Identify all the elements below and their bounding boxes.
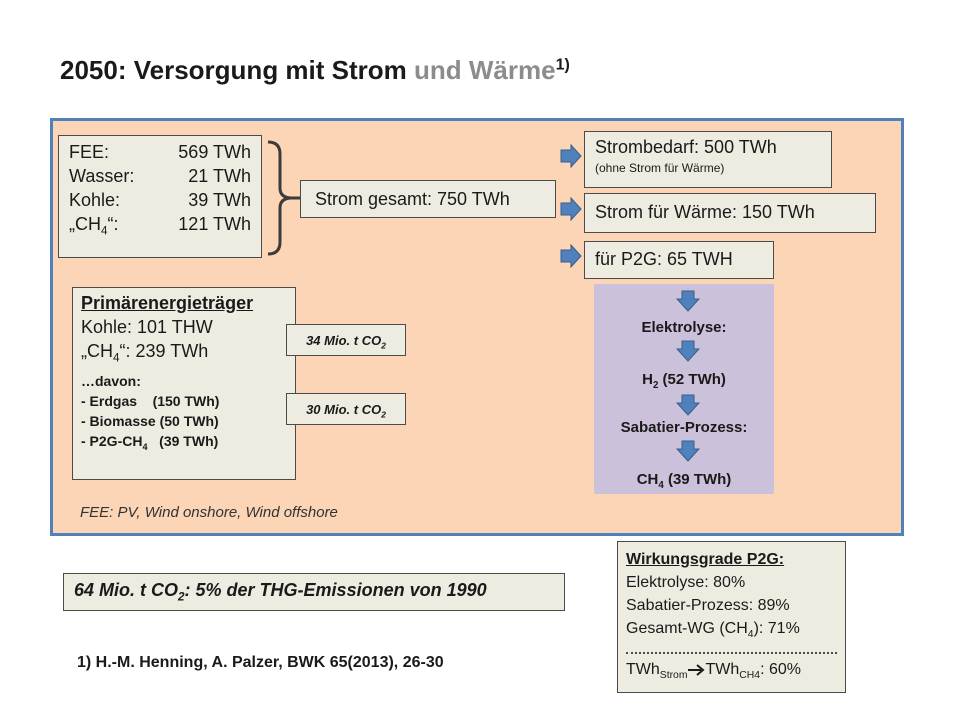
strom-waerme-box: Strom für Wärme: 150 TWh	[584, 193, 876, 233]
right-bracket-icon	[267, 140, 300, 256]
wg-ratio: TWhStrom TWhCH4: 60%	[626, 661, 801, 682]
wirkungsgrade-heading: Wirkungsgrade P2G:	[626, 551, 785, 568]
source-row-kohle: Kohle: 39 TWh	[69, 188, 251, 212]
title-light: und Wärme	[414, 55, 556, 85]
strombedarf-label: Strombedarf: 500 TWh	[595, 137, 777, 157]
slide-title: 2050: Versorgung mit Strom und Wärme1)	[60, 55, 570, 86]
source-row-ch4: „CH4“: 121 TWh	[69, 212, 251, 244]
sabatier-label: Sabatier-Prozess:	[620, 419, 748, 436]
fee-note: FEE: PV, Wind onshore, Wind offshore	[80, 504, 338, 521]
arrow-down-icon	[676, 394, 700, 416]
p2g-box: für P2G: 65 TWH	[584, 241, 774, 279]
elektrolyse-label: Elektrolyse:	[641, 319, 727, 336]
arrow-right-icon	[560, 144, 582, 168]
source-label: FEE:	[69, 142, 110, 162]
source-label: „CH4“:	[69, 214, 119, 238]
wg-gesamt: Gesamt-WG (CH4): 71%	[626, 620, 800, 641]
title-main: 2050: Versorgung mit Strom	[60, 55, 407, 85]
primaer-biomasse: - Biomasse (50 TWh)	[81, 412, 219, 429]
primaer-heading: Primärenergieträger	[81, 293, 254, 313]
sources-box: FEE: 569 TWh Wasser: 21 TWh Kohle: 39 TWh „…	[58, 135, 262, 258]
emissions-box: 64 Mio. t CO2: 5% der THG-Emissionen von…	[63, 573, 565, 611]
source-value: 569 TWh	[178, 142, 251, 162]
strombedarf-note: (ohne Strom für Wärme)	[595, 161, 725, 175]
co2-badge-erdgas: 30 Mio. t CO2	[286, 393, 406, 425]
dotted-divider	[626, 652, 837, 655]
p2g-process-panel: Elektrolyse: H2 (52 TWh) Sabatier-Prozes…	[594, 284, 774, 494]
source-row-wasser: Wasser: 21 TWh	[69, 164, 251, 188]
primaer-davon: …davon:	[81, 372, 141, 389]
arrow-right-icon	[560, 244, 582, 268]
source-label: Wasser:	[69, 166, 135, 186]
co2-badge-kohle: 34 Mio. t CO2	[286, 324, 406, 356]
arrow-right-icon	[687, 664, 705, 676]
wirkungsgrade-box: Wirkungsgrade P2G: Elektrolyse: 80% Saba…	[617, 541, 846, 693]
primaer-ch4: „CH4“: 239 TWh	[81, 341, 209, 365]
source-value: 21 TWh	[188, 166, 251, 186]
wg-sabatier: Sabatier-Prozess: 89%	[626, 597, 790, 614]
ch4-label: CH4 (39 TWh)	[636, 471, 732, 491]
title-footnote-mark: 1)	[555, 56, 570, 74]
source-value: 39 TWh	[188, 190, 251, 210]
strom-gesamt-box: Strom gesamt: 750 TWh	[300, 180, 556, 218]
source-value: 121 TWh	[178, 214, 251, 234]
primaer-p2g: - P2G-CH4 (39 TWh)	[81, 432, 219, 452]
h2-label: H2 (52 TWh)	[642, 371, 726, 391]
arrow-down-icon	[676, 440, 700, 462]
arrow-right-icon	[560, 197, 582, 221]
strombedarf-box: Strombedarf: 500 TWh (ohne Strom für Wär…	[584, 131, 832, 188]
source-label: Kohle:	[69, 190, 121, 210]
source-row-fee: FEE: 569 TWh	[69, 140, 251, 164]
reference-footnote: 1) H.-M. Henning, A. Palzer, BWK 65(2013…	[77, 654, 444, 671]
primaer-kohle: Kohle: 101 THW	[81, 317, 213, 337]
arrow-down-icon	[676, 290, 700, 312]
arrow-down-icon	[676, 340, 700, 362]
primaer-erdgas: - Erdgas (150 TWh)	[81, 392, 220, 409]
wg-elektrolyse: Elektrolyse: 80%	[626, 574, 746, 591]
primaerenergie-box: Primärenergieträger Kohle: 101 THW „CH4“…	[72, 287, 296, 480]
